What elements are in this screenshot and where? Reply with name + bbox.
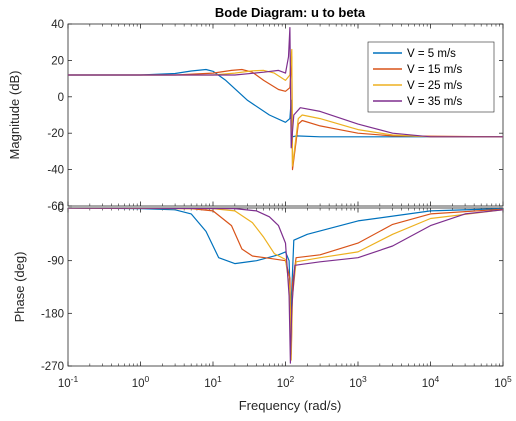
magnitude-series-v-35-m-s — [68, 27, 503, 149]
x-tick-label: 104 — [422, 374, 440, 390]
phase-series-v-5-m-s — [68, 208, 503, 314]
x-axis-label: Frequency (rad/s) — [239, 398, 342, 413]
legend-label: V = 25 m/s — [407, 80, 463, 92]
phase-y-tick-label: -270 — [41, 361, 64, 373]
magnitude-series-group — [68, 27, 503, 171]
chart-title: Bode Diagram: u to beta — [215, 5, 366, 20]
phase-y-axis-label: Phase (deg) — [12, 252, 27, 323]
magnitude-y-tick-label: -60 — [47, 201, 64, 213]
phase-y-tick-label: 0 — [58, 203, 64, 215]
phase-series-v-25-m-s — [68, 208, 503, 361]
x-tick-label: 10-1 — [58, 374, 79, 390]
magnitude-y-tick-label: -20 — [47, 128, 64, 140]
phase-series-group — [68, 208, 503, 364]
x-tick-label: 100 — [132, 374, 150, 390]
legend-label: V = 35 m/s — [407, 96, 463, 108]
x-tick-label: 105 — [494, 374, 512, 390]
phase-axes-box — [67, 207, 504, 367]
legend: V = 5 m/s V = 15 m/s V = 25 m/s V = 35 m/s — [367, 41, 495, 113]
magnitude-series-v-15-m-s — [68, 56, 503, 171]
magnitude-y-tick-label: 20 — [51, 55, 64, 67]
x-tick-label: 103 — [349, 374, 367, 390]
magnitude-y-tick-label: 40 — [51, 19, 64, 31]
x-tick-label: 102 — [277, 374, 295, 390]
phase-y-tick-label: -180 — [41, 308, 64, 320]
legend-label: V = 5 m/s — [407, 48, 456, 60]
magnitude-series-v-25-m-s — [68, 48, 503, 167]
magnitude-y-tick-label: -40 — [47, 165, 64, 177]
magnitude-series-v-5-m-s — [68, 68, 503, 138]
phase-series-v-35-m-s — [68, 208, 503, 364]
panels: 40 20 0 -20 -40 -60 Magnitude (dB) 0 -90 -180 -270… — [7, 19, 512, 390]
x-tick-label: 101 — [204, 374, 222, 390]
phase-series-v-15-m-s — [68, 208, 503, 355]
phase-y-tick-label: -90 — [47, 256, 64, 268]
magnitude-y-axis-label: Magnitude (dB) — [7, 71, 22, 160]
magnitude-y-tick-label: 0 — [58, 92, 64, 104]
legend-label: V = 15 m/s — [407, 64, 463, 76]
